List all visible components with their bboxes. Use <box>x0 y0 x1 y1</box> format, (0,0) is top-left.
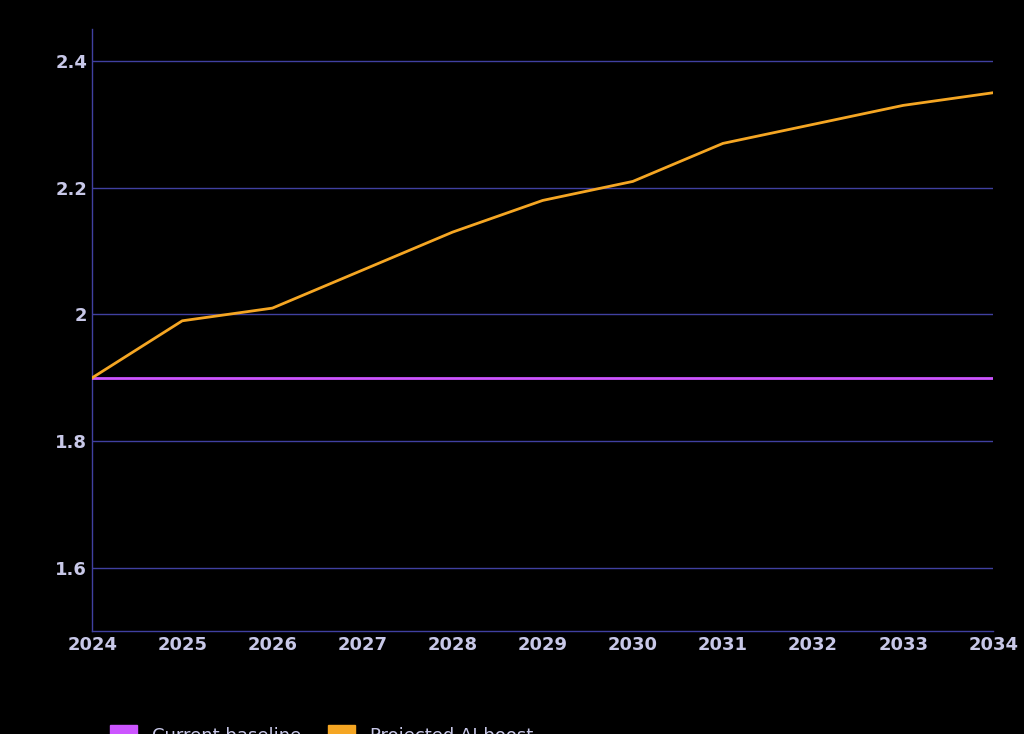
Legend: Current baseline, Projected AI boost: Current baseline, Projected AI boost <box>101 716 542 734</box>
